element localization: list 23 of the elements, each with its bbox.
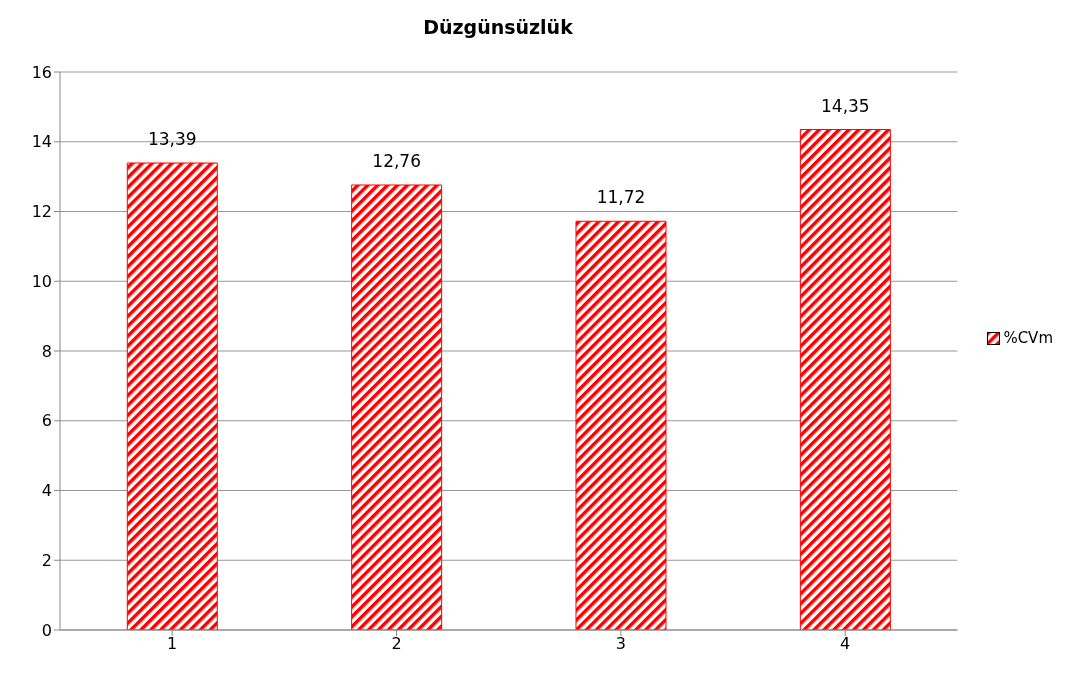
bar [575,220,667,630]
bar [799,129,891,630]
y-tick-label: 16 [31,62,52,82]
data-label: 12,76 [372,150,421,171]
y-tick-label: 4 [41,481,52,501]
x-tick-label: 2 [391,634,402,654]
x-tick-label: 3 [615,634,626,654]
chart-title: Düzgünsüzlük [422,16,574,38]
y-tick-label: 2 [41,550,52,570]
y-tick-label: 12 [31,202,52,222]
bar [351,184,443,630]
y-tick-label: 0 [41,620,52,640]
x-tick-label: 4 [840,634,851,654]
legend-label: %CVm [1003,329,1053,347]
bar [126,162,218,630]
data-label: 13,39 [147,129,197,150]
y-tick-label: 6 [41,411,52,431]
y-tick-label: 14 [31,132,52,152]
x-tick-label: 1 [167,634,178,654]
y-tick-label: 10 [31,271,52,291]
y-tick-label: 8 [41,341,52,361]
data-label: 11,72 [596,187,646,208]
data-label: 14,35 [821,95,870,116]
